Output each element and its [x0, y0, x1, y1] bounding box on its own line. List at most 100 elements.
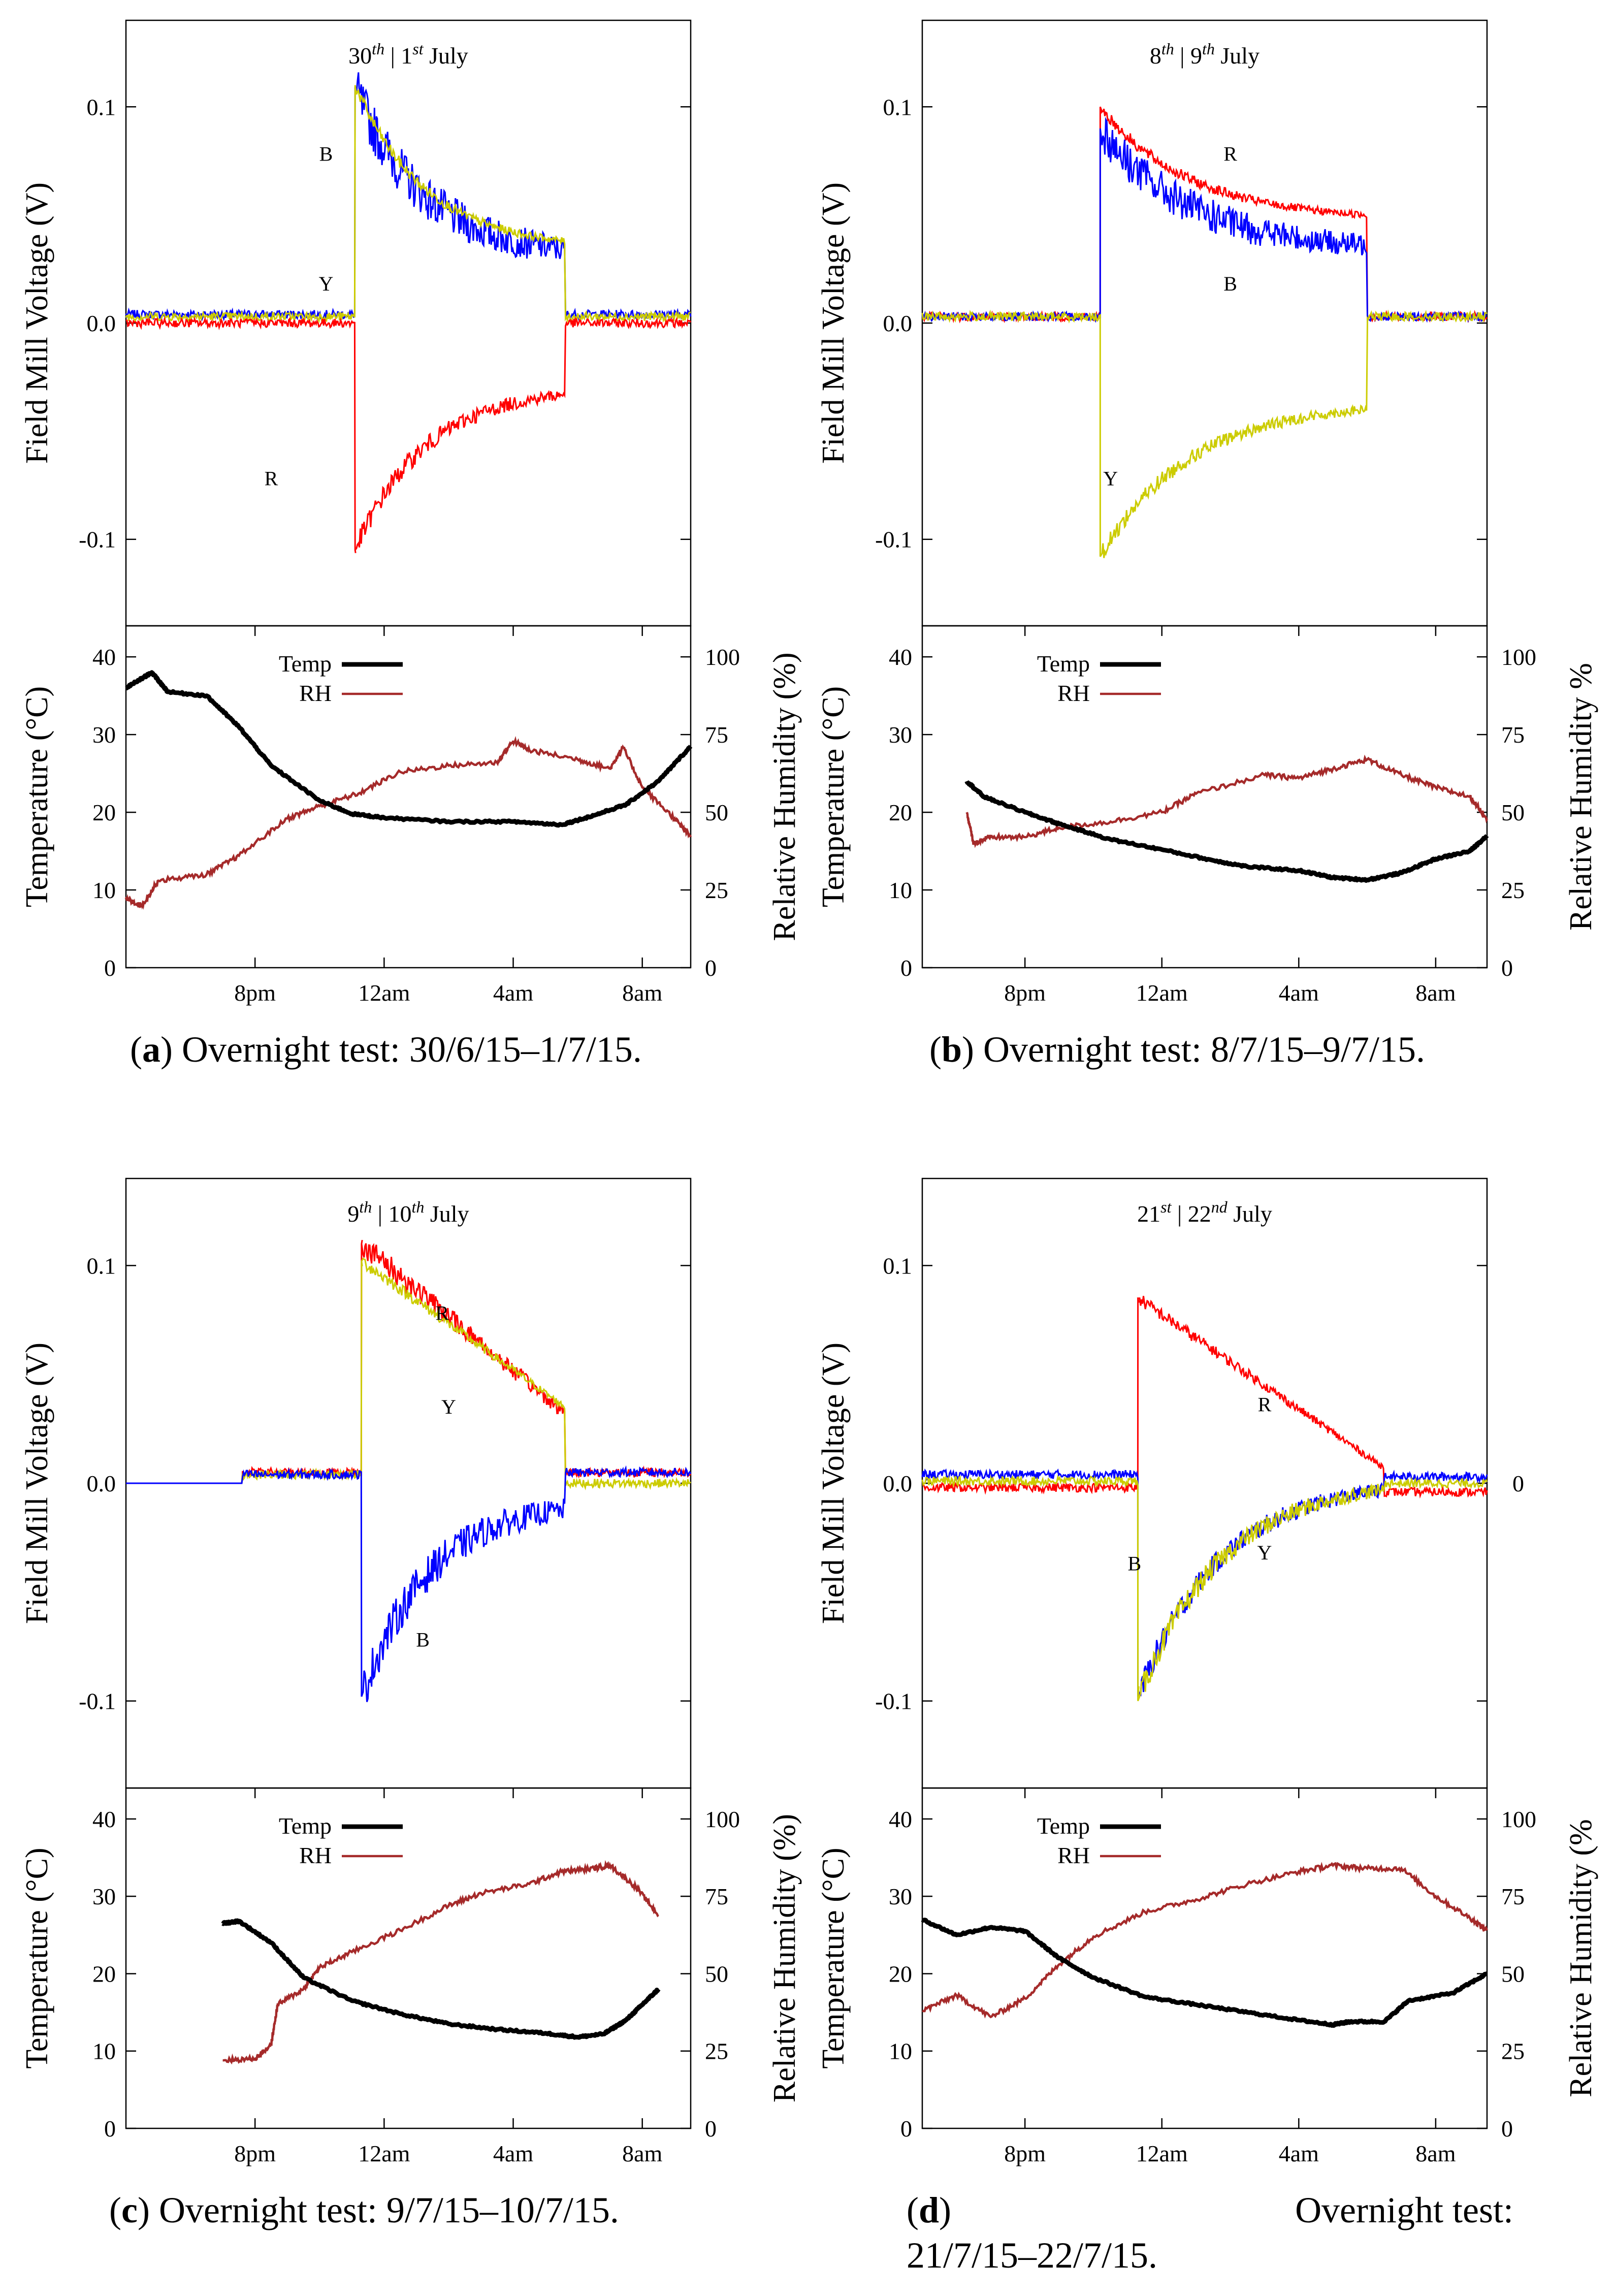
series-label-c: R	[435, 1302, 449, 1325]
voltage-ytick-label-c: 0.0	[87, 1471, 116, 1496]
temp-ytick-label-d-env: 10	[889, 2038, 912, 2064]
voltage-axes-d	[921, 1177, 1488, 1789]
env-xtick-label-b-env: 8am	[1415, 980, 1456, 1006]
trace-B-a	[125, 72, 692, 322]
series-label-b: R	[1223, 143, 1237, 166]
env-xtick-label-d-env: 8am	[1415, 2141, 1456, 2166]
env-xtick-label-b-env: 8pm	[1004, 980, 1046, 1006]
env-xtick-label-d-env: 4am	[1279, 2141, 1319, 2166]
temp-ytick-label-d-env: 40	[889, 1806, 912, 1832]
series-label-c: B	[416, 1628, 430, 1651]
rh-ytick-label-c-env: 25	[705, 2038, 728, 2064]
series-label-a: B	[319, 143, 333, 166]
voltage-ytick-label-c: 0.1	[87, 1253, 116, 1279]
temp-ylabel-d-env: Temperature (°C)	[816, 1847, 851, 2068]
voltage-title-d: 21st | 22nd July	[1137, 1198, 1272, 1227]
voltage-ytick-label-a: 0.1	[87, 94, 116, 120]
voltage-ytick-label-b: 0.0	[883, 310, 913, 336]
rh-ytick-label-b-env: 0	[1501, 955, 1513, 981]
env-xtick-label-d-env: 8pm	[1004, 2141, 1046, 2166]
series-label-c: Y	[441, 1395, 456, 1418]
voltage-ytick-label-d: 0.1	[883, 1253, 913, 1279]
temp-ylabel-b-env: Temperature (°C)	[816, 686, 851, 907]
temp-ytick-label-b-env: 0	[900, 955, 912, 981]
caption-d: (d) Overnight test: 21/7/15–22/7/15.	[907, 2190, 1513, 2276]
series-label-a: R	[265, 467, 278, 490]
rh-ytick-label-c-env: 50	[705, 1961, 728, 1987]
rh-ytick-label-d-env: 0	[1501, 2116, 1513, 2142]
rh-ytick-label-b-env: 50	[1501, 800, 1525, 825]
rh-ylabel-c-env: Relative Humidity (%)	[767, 1814, 802, 2102]
trace-Y-b	[921, 309, 1488, 558]
rh-ytick-label-c-env: 0	[705, 2116, 717, 2142]
rh-ytick-label-a-env: 75	[705, 722, 728, 748]
trace-B-c	[126, 1465, 692, 1702]
env-xtick-label-b-env: 4am	[1279, 980, 1319, 1006]
legend-rh-label-c-env: RH	[299, 1842, 332, 1868]
temp-ytick-label-b-env: 30	[889, 722, 912, 748]
temp-ytick-label-c-env: 30	[92, 1884, 116, 1909]
caption-b: (b) Overnight test: 8/7/15–9/7/15.	[929, 1029, 1425, 1070]
series-label-d: B	[1127, 1552, 1141, 1575]
env-xtick-label-a-env: 8pm	[234, 980, 276, 1006]
rh-ytick-label-a-env: 0	[705, 955, 717, 981]
rh-ytick-label-c-env: 75	[705, 1884, 728, 1909]
voltage-ytick-label-b: 0.1	[883, 94, 913, 120]
temp-ytick-label-a-env: 0	[104, 955, 116, 981]
voltage-ylabel-b: Field Mill Voltage (V)	[816, 182, 851, 464]
voltage-right-ytick-label-d: 0	[1512, 1471, 1524, 1496]
temp-ylabel-c-env: Temperature (°C)	[20, 1847, 54, 2068]
temp-ytick-label-b-env: 20	[889, 800, 912, 825]
temp-line-d-env	[921, 1918, 1489, 2028]
legend-temp-label-a-env: Temp	[279, 651, 332, 677]
rh-ytick-label-b-env: 75	[1501, 722, 1525, 748]
env-axes-d-env	[921, 1787, 1488, 2129]
rh-ytick-label-a-env: 100	[705, 644, 740, 670]
voltage-ylabel-d: Field Mill Voltage (V)	[816, 1343, 851, 1624]
rh-ylabel-d-env: Relative Humidity (%	[1564, 1819, 1598, 2097]
env-xtick-label-c-env: 12am	[358, 2141, 410, 2166]
rh-ytick-label-d-env: 100	[1501, 1806, 1536, 1832]
temp-ytick-label-d-env: 20	[889, 1961, 912, 1987]
legend-temp-label-b-env: Temp	[1037, 651, 1090, 677]
trace-R-d	[922, 1296, 1488, 1499]
env-xtick-label-c-env: 8am	[622, 2141, 662, 2166]
rh-line-d-env	[922, 1862, 1488, 2019]
trace-Y-d	[921, 1475, 1488, 1702]
temp-ytick-label-d-env: 30	[889, 1884, 912, 1909]
series-label-b: Y	[1103, 467, 1118, 490]
temp-ytick-label-b-env: 40	[889, 644, 912, 670]
env-axes-c-env	[125, 1787, 692, 2129]
legend-temp-label-d-env: Temp	[1037, 1813, 1090, 1839]
env-xtick-label-a-env: 8am	[622, 980, 662, 1006]
rh-ytick-label-b-env: 25	[1501, 877, 1525, 903]
temp-ytick-label-a-env: 10	[92, 877, 116, 903]
voltage-ylabel-a: Field Mill Voltage (V)	[20, 182, 54, 464]
env-xtick-label-c-env: 4am	[493, 2141, 533, 2166]
rh-line-b-env	[965, 754, 1489, 848]
temp-ytick-label-c-env: 40	[92, 1806, 116, 1832]
rh-ylabel-b-env: Relative Humidity %	[1564, 663, 1598, 931]
trace-R-a	[125, 316, 692, 553]
voltage-title-c: 9th | 10th July	[347, 1198, 469, 1227]
rh-ytick-label-d-env: 50	[1501, 1961, 1525, 1987]
legend-rh-label-b-env: RH	[1057, 680, 1090, 706]
temp-ytick-label-c-env: 0	[104, 2116, 116, 2142]
rh-line-c-env	[222, 1860, 659, 2065]
temp-ytick-label-a-env: 40	[92, 644, 116, 670]
voltage-title-a: 30th | 1st July	[348, 40, 468, 69]
rh-ytick-label-a-env: 50	[705, 800, 728, 825]
temp-ytick-label-b-env: 10	[889, 877, 912, 903]
voltage-ylabel-c: Field Mill Voltage (V)	[20, 1343, 54, 1624]
legend-temp-label-c-env: Temp	[279, 1813, 332, 1839]
voltage-ytick-label-a: 0.0	[87, 310, 116, 336]
temp-ytick-label-d-env: 0	[900, 2116, 912, 2142]
trace-Y-a	[125, 85, 691, 324]
caption-c: (c) Overnight test: 9/7/15–10/7/15.	[109, 2190, 619, 2230]
rh-ytick-label-b-env: 100	[1501, 644, 1536, 670]
temp-ytick-label-a-env: 20	[92, 800, 116, 825]
voltage-title-b: 8th | 9th July	[1150, 40, 1259, 69]
env-xtick-label-a-env: 12am	[358, 980, 410, 1006]
rh-line-a-env	[124, 736, 692, 910]
